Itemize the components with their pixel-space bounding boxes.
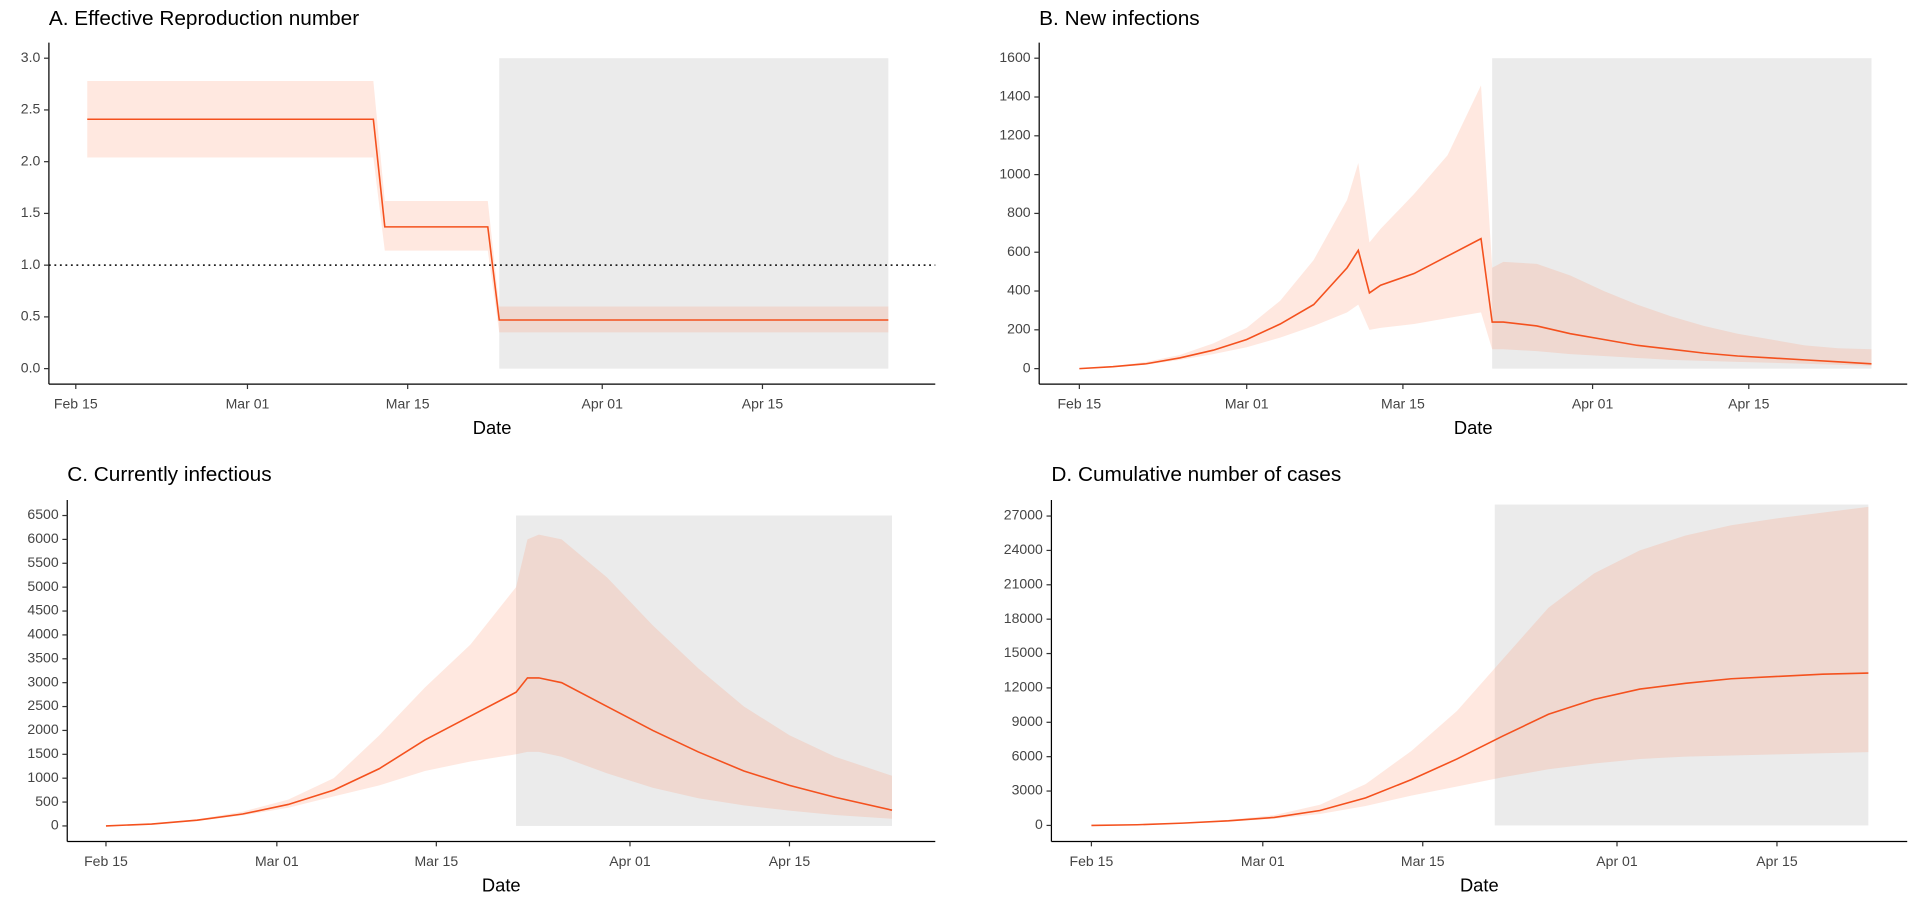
y-tick-label: 15000	[1004, 644, 1043, 660]
y-tick-label: 1400	[999, 88, 1030, 104]
x-tick-label: Feb 15	[84, 853, 128, 869]
y-tick-label: 18000	[1004, 610, 1043, 626]
uncertainty-band	[1079, 85, 1872, 369]
y-tick-label: 500	[35, 793, 59, 809]
y-tick-label: 1500	[27, 745, 58, 761]
x-tick-label: Mar 01	[226, 396, 270, 412]
median-line	[1091, 672, 1869, 827]
y-tick-label: 0	[1023, 359, 1031, 375]
median-line	[87, 118, 889, 321]
y-tick-label: 27000	[1004, 507, 1043, 523]
y-tick-label: 200	[1007, 321, 1031, 337]
x-axis-label: Date	[482, 874, 521, 895]
y-tick-label: 1.5	[21, 204, 41, 220]
x-axis-label: Date	[1454, 417, 1493, 438]
x-tick-label: Mar 15	[1401, 853, 1445, 869]
y-tick-label: 1000	[27, 769, 58, 785]
x-tick-label: Mar 15	[1381, 396, 1425, 412]
y-tick-label: 24000	[1004, 541, 1043, 557]
y-tick-label: 1.0	[21, 256, 41, 272]
x-tick-label: Mar 01	[255, 853, 299, 869]
y-tick-label: 12000	[1004, 679, 1043, 695]
y-tick-label: 800	[1007, 204, 1031, 220]
y-tick-label: 5000	[27, 578, 58, 594]
panel: C. Currently infectious 0 500 1000 1500 2000 2…	[27, 463, 936, 895]
x-tick-label: Mar 15	[414, 853, 458, 869]
uncertainty-band	[87, 80, 889, 333]
y-tick-label: 3500	[27, 650, 58, 666]
y-tick-label: 4000	[27, 626, 58, 642]
panel-title: B. New infections	[1039, 7, 1200, 30]
x-tick-label: Apr 01	[582, 396, 624, 412]
median-line	[1079, 237, 1872, 370]
uncertainty-band	[1091, 506, 1869, 826]
shaded-region	[1494, 504, 1869, 826]
x-tick-label: Feb 15	[1057, 396, 1101, 412]
y-tick-label: 1600	[999, 49, 1030, 65]
y-tick-label: 0.0	[21, 359, 41, 375]
y-tick-label: 3000	[1012, 782, 1043, 798]
x-tick-label: Feb 15	[54, 396, 98, 412]
shaded-region	[516, 515, 892, 826]
y-tick-label: 1200	[999, 127, 1030, 143]
y-tick-label: 6500	[27, 506, 58, 522]
y-tick-label: 600	[1007, 243, 1031, 259]
panel-title: A. Effective Reproduction number	[49, 7, 359, 30]
shaded-region	[499, 58, 889, 369]
panel-title: D. Cumulative number of cases	[1051, 463, 1341, 486]
x-tick-label: Mar 01	[1241, 853, 1285, 869]
x-axis-label: Date	[1460, 874, 1499, 895]
x-tick-label: Mar 15	[386, 396, 430, 412]
shaded-region	[1492, 58, 1872, 369]
x-tick-label: Apr 01	[609, 853, 651, 869]
y-tick-label: 21000	[1004, 576, 1043, 592]
x-tick-label: Apr 15	[769, 853, 811, 869]
y-tick-label: 2.5	[21, 101, 41, 117]
x-axis-label: Date	[473, 417, 512, 438]
y-tick-label: 5500	[27, 554, 58, 570]
x-tick-label: Apr 01	[1572, 396, 1614, 412]
panel: A. Effective Reproduction number 0.0 0.5 1.…	[21, 7, 936, 438]
x-tick-label: Mar 01	[1225, 396, 1269, 412]
x-tick-label: Apr 15	[742, 396, 784, 412]
y-tick-label: 3000	[27, 673, 58, 689]
panel: D. Cumulative number of cases 0 3000 6000 90…	[1004, 463, 1908, 895]
y-tick-label: 2000	[27, 721, 58, 737]
y-tick-label: 6000	[27, 530, 58, 546]
y-tick-label: 2500	[27, 697, 58, 713]
uncertainty-band	[105, 534, 892, 826]
x-tick-label: Feb 15	[1070, 853, 1114, 869]
y-tick-label: 0	[1035, 816, 1043, 832]
y-tick-label: 2.0	[21, 152, 41, 168]
panel: B. New infections 0 200 400 600 800 1000 1200 14…	[999, 7, 1908, 438]
y-tick-label: 0.5	[21, 308, 41, 324]
y-tick-label: 6000	[1012, 747, 1043, 763]
x-tick-label: Apr 15	[1728, 396, 1770, 412]
x-tick-label: Apr 01	[1596, 853, 1638, 869]
y-tick-label: 9000	[1012, 713, 1043, 729]
y-tick-label: 0	[51, 817, 59, 833]
y-tick-label: 1000	[999, 165, 1030, 181]
panel-title: C. Currently infectious	[67, 463, 271, 486]
x-tick-label: Apr 15	[1756, 853, 1798, 869]
y-tick-label: 4500	[27, 602, 58, 618]
median-line	[105, 677, 893, 827]
y-tick-label: 3.0	[21, 49, 41, 65]
y-tick-label: 400	[1007, 282, 1031, 298]
